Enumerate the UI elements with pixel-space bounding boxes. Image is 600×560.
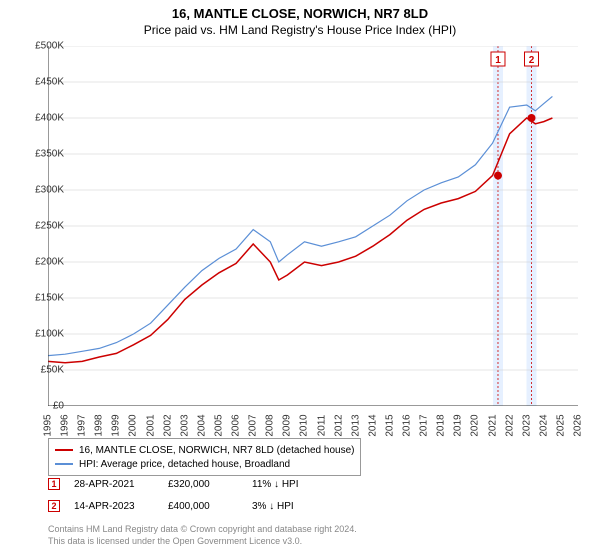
x-axis-tick: 2019 <box>453 411 464 441</box>
x-axis-tick: 2009 <box>282 411 293 441</box>
y-axis-tick: £450K <box>24 77 64 88</box>
svg-text:2: 2 <box>529 55 535 66</box>
footnote-licence: This data is licensed under the Open Gov… <box>48 536 302 546</box>
x-axis-tick: 2018 <box>436 411 447 441</box>
x-axis-tick: 2005 <box>213 411 224 441</box>
x-axis-tick: 1997 <box>77 411 88 441</box>
x-axis-tick: 2004 <box>196 411 207 441</box>
y-axis-tick: £350K <box>24 149 64 160</box>
legend-item-hpi: HPI: Average price, detached house, Broa… <box>55 457 354 471</box>
x-axis-tick: 2001 <box>145 411 156 441</box>
x-axis-tick: 2014 <box>367 411 378 441</box>
x-axis-tick: 2002 <box>162 411 173 441</box>
x-axis-tick: 2013 <box>350 411 361 441</box>
y-axis-tick: £400K <box>24 113 64 124</box>
y-axis-tick: £500K <box>24 41 64 52</box>
sale-date-1: 28-APR-2021 <box>74 479 154 490</box>
x-axis-tick: 2000 <box>128 411 139 441</box>
x-axis-tick: 2022 <box>504 411 515 441</box>
y-axis-tick: £100K <box>24 329 64 340</box>
x-axis-tick: 2020 <box>470 411 481 441</box>
y-axis-tick: £300K <box>24 185 64 196</box>
legend-swatch-property <box>55 449 73 451</box>
svg-text:1: 1 <box>495 55 501 66</box>
x-axis-tick: 2011 <box>316 411 327 441</box>
x-axis-tick: 1996 <box>60 411 71 441</box>
sale-row-1: 1 28-APR-2021 £320,000 11% ↓ HPI <box>48 478 299 490</box>
x-axis-tick: 2010 <box>299 411 310 441</box>
x-axis-tick: 2024 <box>538 411 549 441</box>
sale-price-1: £320,000 <box>168 479 238 490</box>
x-axis-tick: 1998 <box>94 411 105 441</box>
x-axis-tick: 2006 <box>231 411 242 441</box>
sale-row-2: 2 14-APR-2023 £400,000 3% ↓ HPI <box>48 500 294 512</box>
sale-price-2: £400,000 <box>168 501 238 512</box>
y-axis-tick: £50K <box>24 365 64 376</box>
x-axis-tick: 2023 <box>521 411 532 441</box>
x-axis-tick: 1999 <box>111 411 122 441</box>
sale-delta-1: 11% ↓ HPI <box>252 479 299 490</box>
chart-legend: 16, MANTLE CLOSE, NORWICH, NR7 8LD (deta… <box>48 438 361 476</box>
y-axis-tick: £200K <box>24 257 64 268</box>
sale-date-2: 14-APR-2023 <box>74 501 154 512</box>
legend-label-hpi: HPI: Average price, detached house, Broa… <box>79 459 290 470</box>
x-axis-tick: 2008 <box>265 411 276 441</box>
x-axis-tick: 2015 <box>384 411 395 441</box>
footnote-copyright: Contains HM Land Registry data © Crown c… <box>48 524 357 534</box>
x-axis-tick: 2012 <box>333 411 344 441</box>
x-axis-tick: 2007 <box>248 411 259 441</box>
x-axis-tick: 1995 <box>43 411 54 441</box>
sale-marker-1: 1 <box>48 478 60 490</box>
y-axis-tick: £250K <box>24 221 64 232</box>
chart-subtitle: Price paid vs. HM Land Registry's House … <box>0 21 600 37</box>
x-axis-tick: 2016 <box>402 411 413 441</box>
x-axis-tick: 2026 <box>573 411 584 441</box>
x-axis-tick: 2017 <box>419 411 430 441</box>
legend-swatch-hpi <box>55 463 73 465</box>
y-axis-tick: £150K <box>24 293 64 304</box>
legend-item-property: 16, MANTLE CLOSE, NORWICH, NR7 8LD (deta… <box>55 443 354 457</box>
chart-title: 16, MANTLE CLOSE, NORWICH, NR7 8LD <box>0 0 600 21</box>
sale-marker-2: 2 <box>48 500 60 512</box>
sale-delta-2: 3% ↓ HPI <box>252 501 294 512</box>
x-axis-tick: 2003 <box>179 411 190 441</box>
x-axis-tick: 2025 <box>555 411 566 441</box>
chart-plot-area: 12 <box>48 46 578 406</box>
x-axis-tick: 2021 <box>487 411 498 441</box>
legend-label-property: 16, MANTLE CLOSE, NORWICH, NR7 8LD (deta… <box>79 445 354 456</box>
